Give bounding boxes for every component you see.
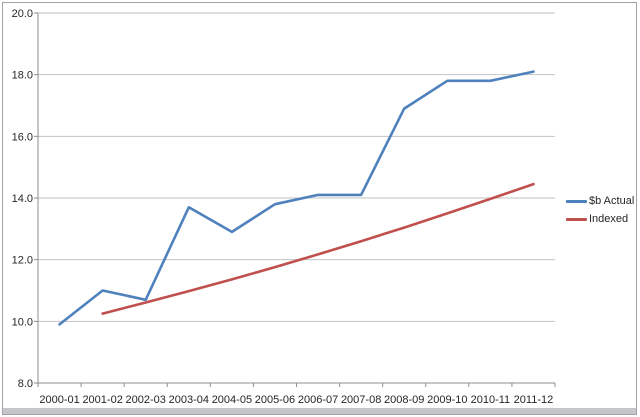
axis-ticks [34, 12, 556, 387]
legend-swatch-actual-line [566, 199, 587, 203]
legend-label-actual: $b Actual [589, 195, 635, 207]
legend-swatch-indexed-line [566, 217, 587, 221]
x-tick-label: 2003-04 [169, 394, 209, 406]
y-tick-label: 20.0 [12, 8, 33, 20]
x-tick-label: 2005-06 [255, 394, 295, 406]
x-axis-labels: 2000-01 2001-02 2002-03 2003-04 2004-05 2005-… [39, 394, 553, 406]
legend-entry-actual: $b Actual [566, 192, 636, 210]
x-tick-label: 2009-10 [427, 394, 467, 406]
bottom-strip [3, 408, 636, 414]
x-tick-label: 2001-02 [82, 394, 122, 406]
y-tick-label: 18.0 [12, 70, 33, 82]
legend-label-indexed: Indexed [589, 213, 629, 225]
x-tick-label: 2002-03 [126, 394, 166, 406]
y-tick-label: 12.0 [12, 255, 33, 267]
y-tick-label: 14.0 [12, 193, 33, 205]
legend-entry-indexed: Indexed [566, 210, 636, 228]
legend: $b Actual Indexed [566, 192, 636, 228]
x-tick-label: 2007-08 [341, 394, 381, 406]
series-lines [58, 70, 535, 326]
gridlines [38, 12, 555, 322]
y-tick-label: 16.0 [12, 131, 33, 143]
x-tick-label: 2010-11 [471, 394, 511, 406]
y-tick-label: 8.0 [18, 378, 33, 390]
x-tick-label: 2008-09 [384, 394, 424, 406]
x-tick-label: 2011-12 [514, 394, 554, 406]
x-tick-label: 2000-01 [39, 394, 79, 406]
y-axis-labels: 8.0 10.0 12.0 14.0 16.0 18.0 20.0 [12, 8, 33, 390]
series-line-indexed [101, 182, 535, 315]
x-tick-label: 2004-05 [212, 394, 252, 406]
y-tick-label: 10.0 [12, 316, 33, 328]
x-tick-label: 2006-07 [298, 394, 338, 406]
series-line-actual [58, 70, 535, 326]
